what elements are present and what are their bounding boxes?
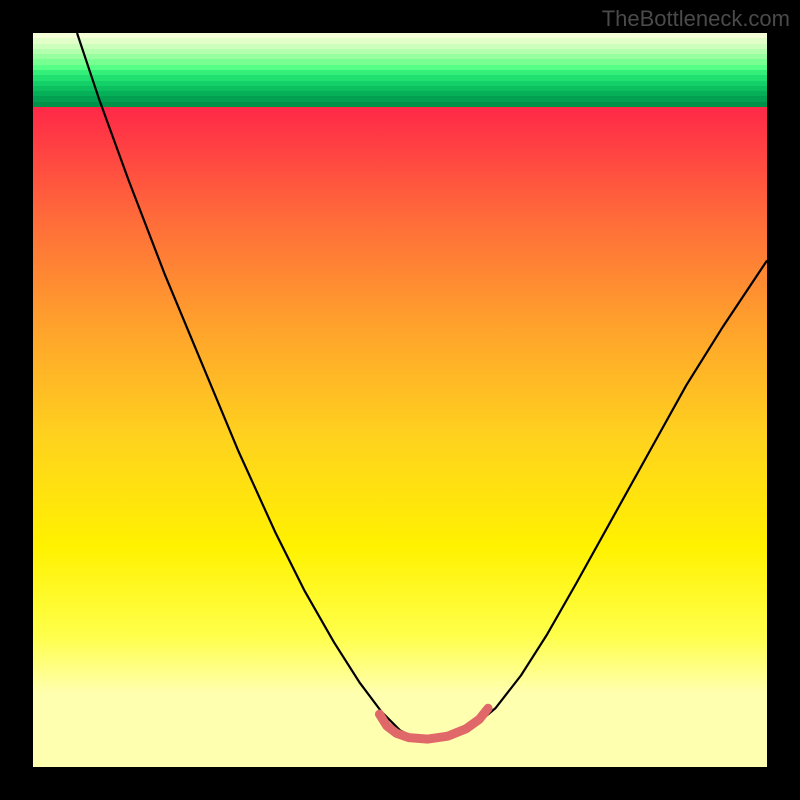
bottleneck-curve [33,33,767,767]
watermark: TheBottleneck.com [602,6,790,32]
plateau-highlight [379,708,488,739]
plot-area [33,33,767,767]
curve-line [77,33,767,738]
